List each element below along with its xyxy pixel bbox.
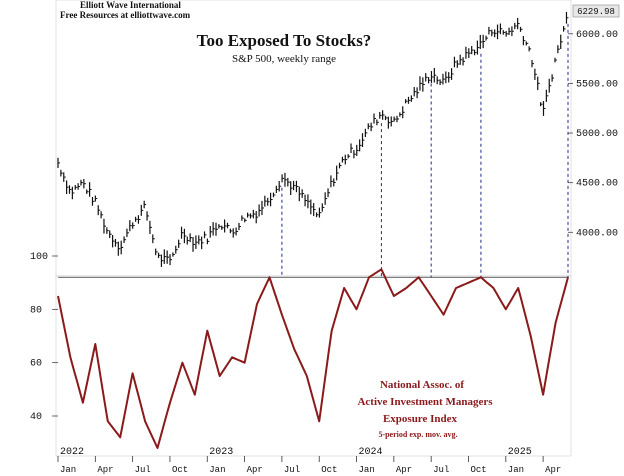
bottom-ytick-label: 40 bbox=[30, 412, 42, 423]
xtick-label: Apr bbox=[97, 465, 113, 475]
header-line2: Free Resources at elliottwave.com bbox=[60, 10, 191, 20]
sp500-bars bbox=[57, 11, 569, 267]
xtick-label: Oct bbox=[172, 465, 188, 475]
xtick-label: Jan bbox=[209, 465, 225, 475]
year-label: 2024 bbox=[359, 447, 383, 458]
chart-subtitle: S&P 500, weekly range bbox=[232, 53, 336, 65]
last-value-label: 6229.98 bbox=[577, 7, 615, 17]
xtick-label: Jul bbox=[284, 465, 300, 475]
xtick-label: Jul bbox=[433, 465, 449, 475]
year-label: 2025 bbox=[508, 447, 532, 458]
xtick-label: Oct bbox=[470, 465, 486, 475]
xtick-label: Jul bbox=[135, 465, 151, 475]
header-line1: Elliott Wave International bbox=[80, 0, 181, 10]
top-ytick-label: 5000.00 bbox=[576, 129, 618, 140]
xtick-label: Apr bbox=[545, 465, 561, 475]
xtick-label: Jan bbox=[60, 465, 76, 475]
bottom-ytick-label: 60 bbox=[30, 359, 42, 370]
xtick-label: Apr bbox=[396, 465, 412, 475]
annotation-line2: Active Investment Managers bbox=[357, 396, 493, 408]
bottom-axis-ticks: 40 60 80 100 bbox=[30, 252, 568, 423]
x-axis-ticks: Jan Apr Jul Oct Jan Apr Jul Oct Jan Apr Jul Oct Jan A… bbox=[57, 447, 561, 475]
marker-lines bbox=[281, 23, 569, 278]
annotation-line4: 5-period exp. mov. avg. bbox=[378, 430, 457, 439]
top-ytick-label: 5500.00 bbox=[576, 79, 618, 90]
top-ytick-label: 6000.00 bbox=[576, 30, 618, 41]
xtick-label: Jan bbox=[359, 465, 375, 475]
last-value-box bbox=[572, 4, 620, 18]
xtick-label: Jan bbox=[508, 465, 524, 475]
bottom-panel-frame bbox=[55, 275, 572, 457]
naaim-line bbox=[57, 268, 569, 449]
year-label: 2022 bbox=[60, 447, 84, 458]
annotation-line1: National Assoc. of bbox=[380, 379, 464, 391]
naaim-line-group bbox=[57, 268, 569, 449]
top-ytick-label: 4000.00 bbox=[576, 228, 618, 239]
year-label: 2023 bbox=[209, 447, 233, 458]
top-ytick-label: 4500.00 bbox=[576, 179, 618, 190]
xtick-label: Apr bbox=[247, 465, 263, 475]
annotation-line3: Exposure Index bbox=[383, 413, 458, 425]
bottom-ytick-label: 80 bbox=[30, 305, 42, 316]
top-axis-ticks: 4000.00 4500.00 5000.00 5500.00 6000.00 bbox=[568, 30, 618, 239]
bottom-ytick-label: 100 bbox=[30, 252, 48, 263]
chart-title: Too Exposed To Stocks? bbox=[197, 31, 372, 50]
xtick-label: Oct bbox=[321, 465, 337, 475]
